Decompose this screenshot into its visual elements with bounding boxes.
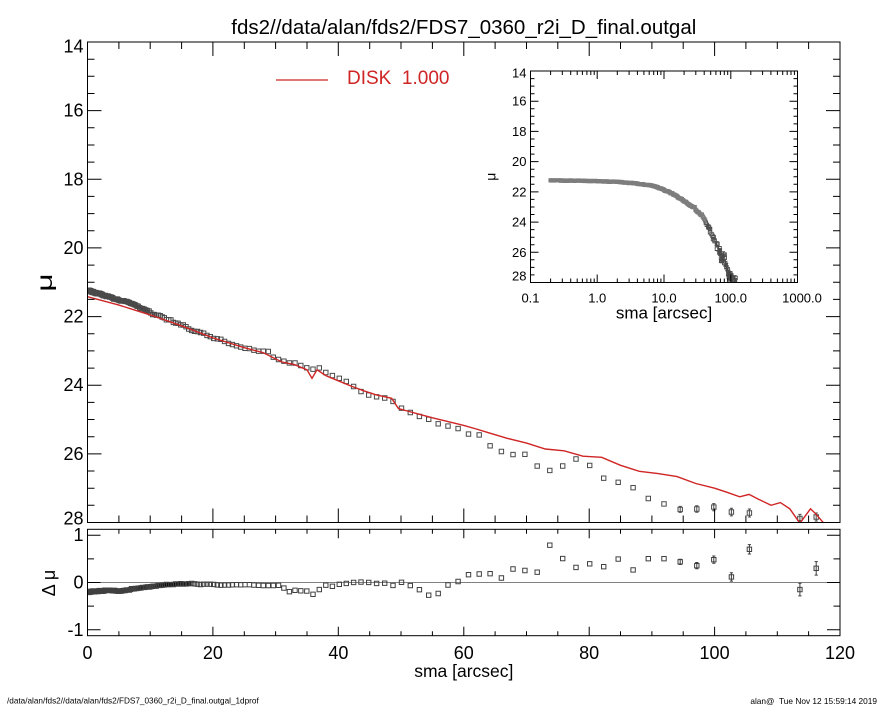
- svg-text:1000.0: 1000.0: [782, 291, 822, 306]
- svg-text:26: 26: [512, 245, 526, 260]
- svg-text:20: 20: [512, 154, 526, 169]
- svg-text:100: 100: [700, 643, 730, 663]
- svg-text:alan@ Tue Nov 12 15:59:14 201: alan@ Tue Nov 12 15:59:14 2019: [750, 696, 877, 706]
- svg-text:μ: μ: [33, 273, 57, 291]
- svg-text:28: 28: [512, 269, 526, 284]
- svg-text:20: 20: [203, 643, 223, 663]
- svg-text:22: 22: [63, 307, 83, 327]
- svg-text:16: 16: [63, 101, 83, 121]
- svg-text:22: 22: [512, 184, 526, 199]
- svg-text:10.0: 10.0: [651, 291, 676, 306]
- svg-text:60: 60: [454, 643, 474, 663]
- svg-text:18: 18: [63, 169, 83, 189]
- svg-text:-1: -1: [67, 620, 83, 640]
- svg-text:100.0: 100.0: [714, 291, 747, 306]
- svg-text:μ: μ: [483, 173, 499, 181]
- svg-text:fds2//data/alan/fds2/FDS7_0360: fds2//data/alan/fds2/FDS7_0360_r2i_D_fin…: [231, 16, 696, 39]
- svg-text:80: 80: [579, 643, 599, 663]
- svg-text:28: 28: [63, 509, 83, 529]
- svg-text:20: 20: [63, 238, 83, 258]
- svg-text:0: 0: [82, 643, 92, 663]
- svg-text:14: 14: [512, 65, 526, 80]
- svg-text:sma [arcsec]: sma [arcsec]: [414, 661, 513, 681]
- svg-text:40: 40: [328, 643, 348, 663]
- svg-text:16: 16: [512, 94, 526, 109]
- svg-text:sma [arcsec]: sma [arcsec]: [616, 304, 712, 323]
- svg-text:Δ μ: Δ μ: [39, 570, 59, 596]
- svg-text:1: 1: [73, 525, 83, 545]
- svg-text:0: 0: [73, 573, 83, 593]
- svg-text:DISK 1.000: DISK 1.000: [347, 68, 449, 89]
- svg-text:26: 26: [63, 444, 83, 464]
- svg-text:24: 24: [63, 375, 83, 395]
- svg-text:24: 24: [512, 215, 526, 230]
- svg-text:1.0: 1.0: [588, 291, 606, 306]
- svg-text:18: 18: [512, 124, 526, 139]
- svg-text:/data/alan/fds2//data/alan/fds: /data/alan/fds2//data/alan/fds2/FDS7_036…: [7, 697, 259, 706]
- svg-text:14: 14: [63, 37, 83, 57]
- svg-text:0.1: 0.1: [521, 291, 539, 306]
- svg-text:120: 120: [825, 643, 855, 663]
